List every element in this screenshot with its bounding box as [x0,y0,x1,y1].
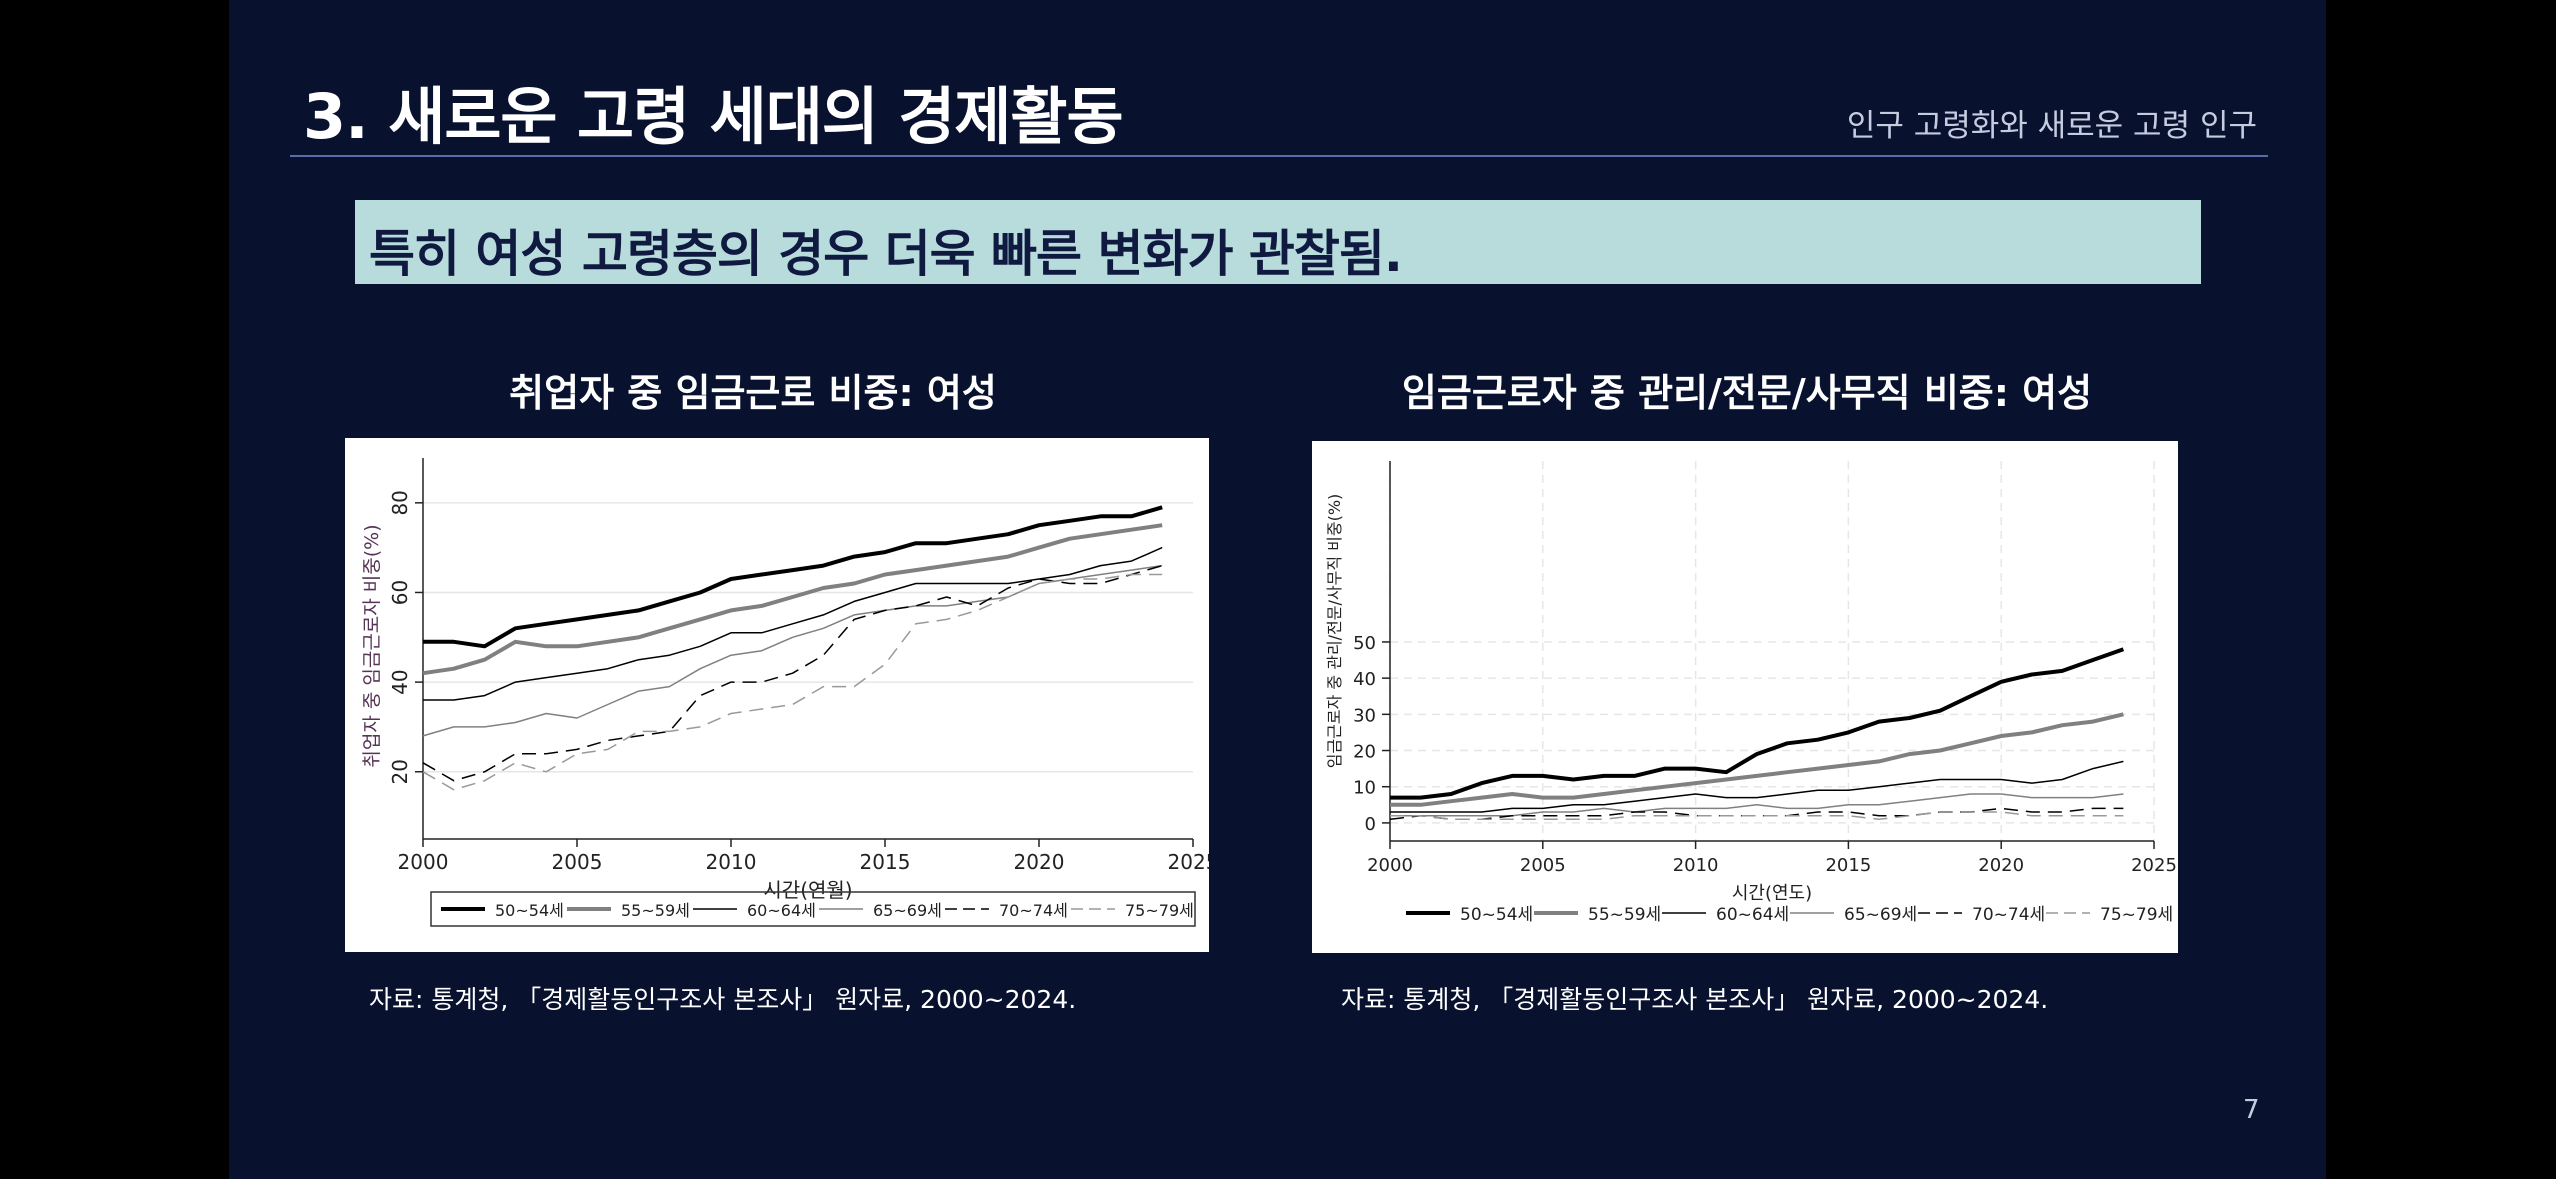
page-number: 7 [2243,1095,2260,1125]
legend-label: 50~54세 [495,901,564,920]
y-tick-label: 40 [388,669,412,694]
y-tick-label: 30 [1353,705,1376,726]
legend-label: 75~79세 [1125,901,1194,920]
y-axis-label: 임금근로자 중 관리/전문/사무직 비중(%) [1325,494,1344,769]
y-tick-label: 20 [388,759,412,784]
slide: 3. 새로운 고령 세대의 경제활동 인구 고령화와 새로운 고령 인구 특히 … [229,0,2326,1179]
legend-label: 70~74세 [1972,905,2045,925]
chart-1: 2000 2005 2010 2015 2020 2025 20 40 60 80 시간(연월) 취업… [345,438,1209,952]
x-tick-label: 2015 [1825,855,1871,876]
series-line [1390,712,2124,807]
title-divider [290,155,2268,157]
series-line [423,505,1163,649]
y-tick-label: 0 [1365,814,1376,835]
legend-label: 50~54세 [1460,905,1533,925]
series-line [422,564,1163,782]
x-tick-label: 2010 [1673,855,1719,876]
x-axis-label: 시간(연도) [1732,883,1812,904]
y-tick-label: 10 [1353,778,1376,799]
x-tick-label: 2010 [706,850,757,874]
legend-label: 75~79세 [2100,905,2173,925]
chart-2-svg: 2000 2005 2010 2015 2020 2025 0 10 20 30 40 50 시간(연도… [1325,461,2177,925]
y-tick-label: 20 [1353,742,1376,763]
y-axis-label: 취업자 중 임금근로자 비중(%) [361,524,383,767]
series-line [422,573,1163,791]
x-axis-label: 시간(연월) [763,878,852,902]
x-tick-label: 2025 [1168,850,1209,874]
y-tick-label: 60 [388,580,412,605]
x-tick-label: 2025 [2131,855,2177,876]
legend-label: 60~64세 [1716,905,1789,925]
chart-1-source: 자료: 통계청, 「경제활동인구조사 본조사」 원자료, 2000~2024. [369,985,1077,1014]
legend-label: 65~69세 [873,901,942,920]
x-tick-label: 2005 [552,850,603,874]
banner-text: 특히 여성 고령층의 경우 더욱 빠른 변화가 관찰됨. [369,225,1403,283]
series-line [422,523,1163,676]
y-tick-label: 80 [388,490,412,515]
legend-label: 60~64세 [747,901,816,920]
x-tick-label: 2020 [1014,850,1065,874]
series-line [423,546,1163,701]
y-tick-label: 40 [1353,669,1376,690]
chart-2-source: 자료: 통계청, 「경제활동인구조사 본조사」 원자료, 2000~2024. [1341,985,2049,1014]
highlight-banner: 특히 여성 고령층의 경우 더욱 빠른 변화가 관찰됨. [355,200,2201,284]
series-line [1390,647,2125,800]
chart-2-title: 임금근로자 중 관리/전문/사무직 비중: 여성 [1401,371,2093,415]
page-title: 3. 새로운 고령 세대의 경제활동 [303,80,1124,153]
series-line [422,564,1163,737]
x-tick-label: 2015 [860,850,911,874]
chart-1-svg: 2000 2005 2010 2015 2020 2025 20 40 60 80 시간(연월) 취업… [361,458,1209,927]
series-line [1390,760,2124,813]
legend-label: 55~59세 [1588,905,1661,925]
x-tick-label: 2020 [1978,855,2024,876]
section-subtitle: 인구 고령화와 새로운 고령 인구 [1846,108,2257,144]
legend-label: 55~59세 [621,901,690,920]
x-tick-label: 2000 [398,850,449,874]
legend-label: 70~74세 [999,901,1068,920]
chart-1-title: 취업자 중 임금근로 비중: 여성 [509,371,997,415]
series-line [1389,807,2124,821]
y-tick-label: 50 [1353,633,1376,654]
series-line [1390,811,2124,821]
x-tick-label: 2000 [1367,855,1413,876]
legend-box [430,891,1196,927]
x-tick-label: 2005 [1520,855,1566,876]
legend-label: 65~69세 [1844,905,1917,925]
chart-2: 2000 2005 2010 2015 2020 2025 0 10 20 30 40 50 시간(연도… [1312,441,2178,953]
